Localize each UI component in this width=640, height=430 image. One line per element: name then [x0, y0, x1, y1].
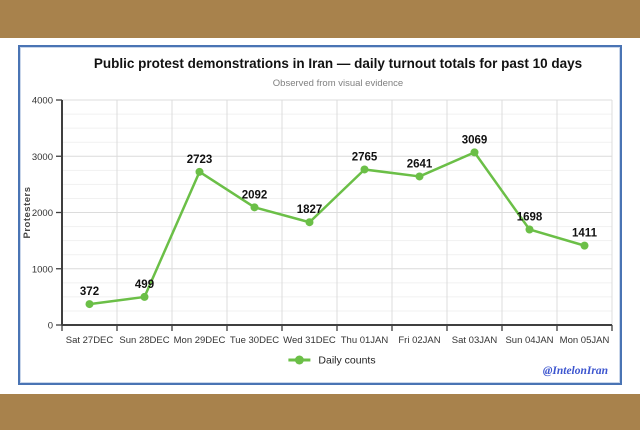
data-label: 3069 — [462, 134, 488, 146]
y-tick-label: 0 — [48, 321, 53, 332]
bottom-frame-band — [0, 394, 640, 430]
top-frame-band — [0, 0, 640, 38]
data-point — [305, 218, 314, 227]
y-tick-label: 3000 — [32, 152, 53, 163]
x-tick-label: Mon 05JAN — [560, 335, 610, 346]
y-tick-label: 4000 — [32, 96, 53, 107]
x-tick-label: Wed 31DEC — [283, 335, 336, 346]
data-point — [250, 203, 259, 212]
x-tick-label: Sun 28DEC — [119, 335, 169, 346]
chart-svg: 0 1000 2000 3000 4000 Sat 27DEC Sun 28DEC Mon 2… — [22, 96, 613, 367]
chart-subtitle: Observed from visual evidence — [272, 78, 404, 89]
x-tick-label: Thu 01JAN — [341, 335, 389, 346]
y-axis-title: Protesters — [22, 187, 33, 239]
chart-title: Public protest demonstrations in Iran — … — [93, 56, 583, 71]
data-point — [195, 167, 204, 176]
data-point — [85, 300, 94, 309]
x-tick-label: Fri 02JAN — [398, 335, 440, 346]
watermark: @IntelonIran — [542, 365, 608, 377]
data-label: 1411 — [572, 228, 598, 240]
x-tick-label: Sun 04JAN — [505, 335, 553, 346]
x-tick-label: Sat 27DEC — [66, 335, 114, 346]
data-label: 2765 — [352, 151, 378, 163]
x-tick-label: Tue 30DEC — [230, 335, 279, 346]
data-point — [470, 148, 479, 157]
y-tick-label: 2000 — [32, 208, 53, 219]
data-label: 1698 — [517, 211, 543, 223]
data-label: 2092 — [242, 189, 268, 201]
data-point — [525, 225, 534, 234]
data-point — [140, 292, 149, 301]
x-tick-label: Mon 29DEC — [174, 335, 226, 346]
data-label: 2641 — [407, 158, 433, 170]
data-label: 2723 — [187, 154, 213, 166]
y-tick-label: 1000 — [32, 264, 53, 275]
data-point — [415, 172, 424, 181]
chart-panel: Public protest demonstrations in Iran — … — [18, 45, 622, 385]
legend-label: Daily counts — [318, 355, 375, 367]
data-label: 1827 — [297, 204, 323, 216]
data-point — [580, 241, 589, 250]
data-label: 372 — [80, 286, 99, 298]
legend-marker — [294, 355, 304, 365]
series-line — [88, 151, 586, 306]
data-label: 499 — [135, 279, 154, 291]
data-point — [360, 165, 369, 174]
x-tick-label: Sat 03JAN — [452, 335, 498, 346]
